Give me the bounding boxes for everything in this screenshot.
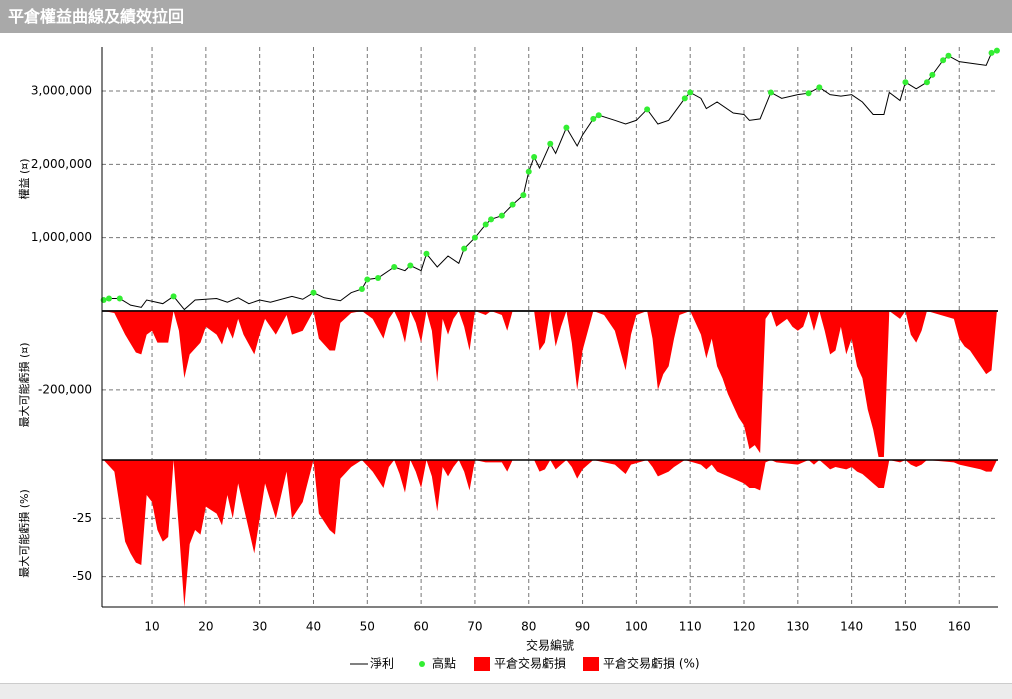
x-tick-label: 10: [144, 620, 159, 634]
y-axis-label: 最大可能虧損 (¤): [17, 342, 31, 427]
y-tick-label: -50: [72, 569, 92, 583]
x-tick-label: 150: [894, 620, 917, 634]
y-axis-label: 最大可能虧損 (%): [17, 489, 31, 578]
x-axis-label: 交易編號: [526, 638, 574, 653]
high-point: [816, 84, 823, 91]
high-point: [644, 106, 651, 113]
y-tick-label: 1,000,000: [31, 230, 92, 244]
x-tick-label: 40: [306, 620, 321, 634]
x-tick-label: 80: [521, 620, 536, 634]
x-tick-label: 100: [625, 620, 648, 634]
high-point: [461, 245, 468, 252]
high-point: [423, 250, 430, 257]
y-axis-label: 權益 (¤): [17, 158, 31, 199]
y-tick-label: -25: [72, 511, 92, 525]
high-point: [923, 79, 930, 86]
high-point: [988, 49, 995, 56]
legend-label: 高點: [432, 656, 456, 671]
high-point: [358, 286, 365, 292]
high-point: [929, 71, 936, 78]
window-title: 平倉權益曲線及績效拉回: [0, 0, 1012, 33]
high-point: [547, 140, 554, 147]
x-tick-label: 50: [360, 620, 375, 634]
high-point: [471, 234, 478, 241]
high-point: [767, 89, 774, 96]
high-point: [498, 212, 505, 219]
high-point: [531, 154, 538, 160]
high-point: [105, 295, 112, 302]
high-point: [590, 115, 597, 122]
high-point: [170, 293, 177, 300]
y-tick-label: -200,000: [38, 382, 92, 396]
high-point: [563, 124, 570, 131]
high-point: [805, 90, 812, 97]
high-point: [407, 262, 414, 269]
y-tick-label: 3,000,000: [31, 84, 92, 98]
high-point: [509, 201, 516, 208]
high-point: [945, 52, 952, 59]
high-point: [520, 192, 527, 199]
status-bar: [0, 683, 1012, 699]
x-tick-label: 20: [198, 620, 213, 634]
high-point: [595, 112, 602, 119]
legend-label: 平倉交易虧損 (%): [603, 656, 700, 671]
high-point: [391, 264, 398, 270]
high-point: [902, 79, 909, 86]
drawdown-area: [103, 311, 997, 458]
high-point: [364, 276, 371, 283]
drawdown-area: [103, 460, 997, 607]
legend-swatch: [474, 657, 490, 671]
x-tick-label: 160: [948, 620, 971, 634]
high-point: [488, 216, 495, 223]
x-tick-label: 110: [679, 620, 702, 634]
legend-swatch: [419, 661, 425, 667]
high-point: [993, 47, 1000, 54]
high-point: [310, 289, 317, 296]
high-point: [940, 57, 947, 64]
y-tick-label: 2,000,000: [31, 157, 92, 171]
legend-label: 淨利: [370, 657, 394, 671]
x-tick-label: 60: [413, 620, 428, 634]
x-tick-label: 30: [252, 620, 267, 634]
high-point: [482, 221, 489, 228]
x-tick-label: 90: [575, 620, 590, 634]
x-tick-label: 140: [840, 620, 863, 634]
x-tick-label: 70: [467, 620, 482, 634]
chart: 1,000,000 2,000,000 3,000,000 權益 (¤) -200,00…: [17, 47, 1000, 671]
equity-line: [103, 50, 998, 311]
high-point: [681, 95, 688, 102]
high-point: [375, 275, 382, 281]
x-tick-label: 120: [733, 620, 756, 634]
high-point: [687, 89, 694, 96]
high-point: [525, 168, 532, 175]
x-tick-label: 130: [786, 620, 809, 634]
high-point: [116, 295, 123, 302]
legend-label: 平倉交易虧損: [494, 656, 566, 671]
legend-swatch: [583, 657, 599, 671]
